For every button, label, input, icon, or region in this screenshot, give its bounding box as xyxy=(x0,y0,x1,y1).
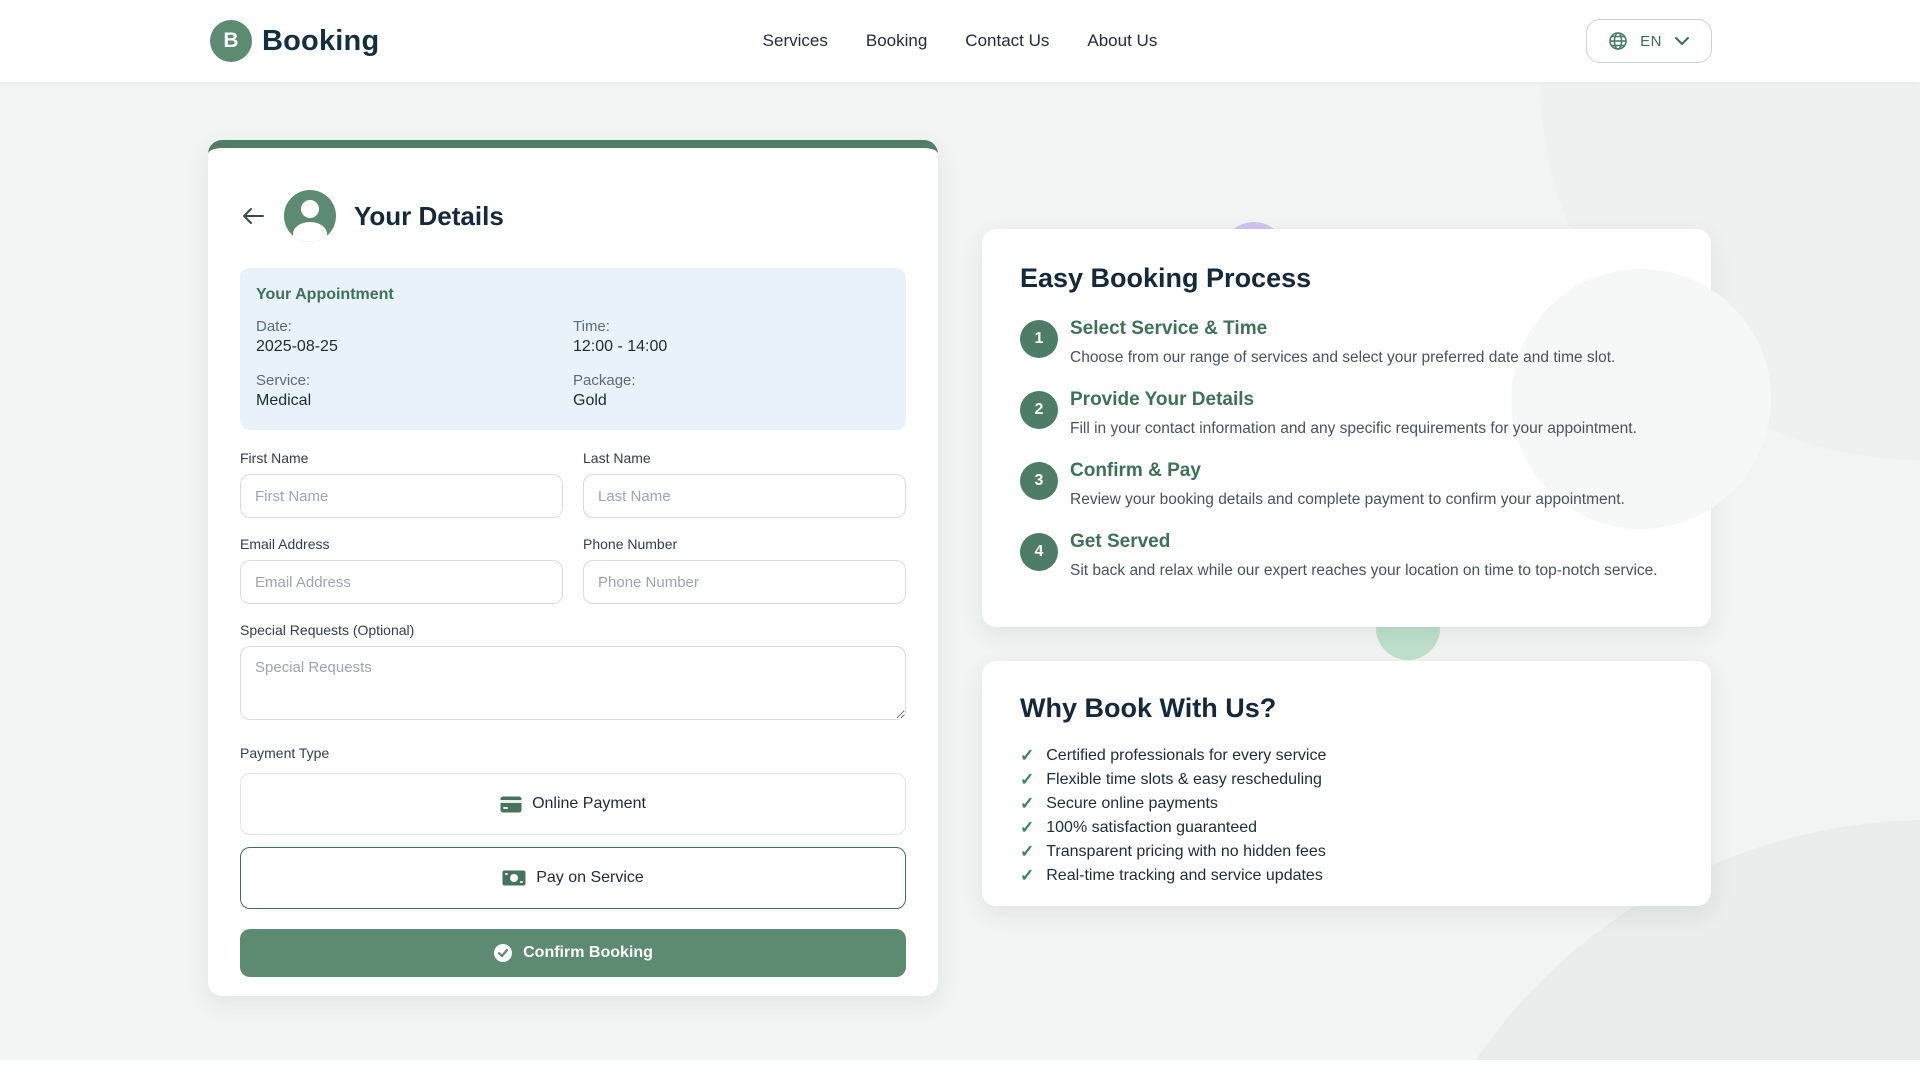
top-navbar: B Booking Services Booking Contact Us Ab… xyxy=(0,0,1920,82)
payment-type-label: Payment Type xyxy=(240,745,330,761)
process-title: Easy Booking Process xyxy=(1020,263,1312,293)
email-field[interactable] xyxy=(240,560,563,604)
step-number-badge: 1 xyxy=(1020,320,1058,358)
process-step-1: 1 Select Service & Time Choose from our … xyxy=(1020,318,1673,367)
nav-item-booking[interactable]: Booking xyxy=(865,31,928,50)
step-number-badge: 3 xyxy=(1020,462,1058,500)
phone-group: Phone Number xyxy=(583,536,906,604)
process-step-4: 4 Get Served Sit back and relax while ou… xyxy=(1020,531,1673,580)
appointment-time: Time: 12:00 - 14:00 xyxy=(573,318,668,355)
email-group: Email Address xyxy=(240,536,563,604)
process-step-2: 2 Provide Your Details Fill in your cont… xyxy=(1020,389,1673,438)
booking-details-card: Your Details Your Appointment Date: 2025… xyxy=(208,140,938,996)
special-requests-field[interactable] xyxy=(240,646,906,720)
user-avatar-icon xyxy=(284,190,336,242)
last-name-field[interactable] xyxy=(583,474,906,518)
phone-field[interactable] xyxy=(583,560,906,604)
why-item: ✓ Certified professionals for every serv… xyxy=(1020,744,1673,768)
brand-logo[interactable]: B Booking xyxy=(210,20,379,62)
first-name-field[interactable] xyxy=(240,474,563,518)
language-selector[interactable]: EN xyxy=(1586,19,1712,63)
email-label: Email Address xyxy=(240,536,330,552)
banknote-icon xyxy=(502,870,526,886)
last-name-label: Last Name xyxy=(583,450,651,466)
nav-item-about-us[interactable]: About Us xyxy=(1087,31,1158,50)
appointment-summary: Your Appointment Date: 2025-08-25 Time: … xyxy=(240,268,906,430)
back-arrow-button[interactable] xyxy=(240,203,266,229)
booking-process-card: Easy Booking Process 1 Select Service & … xyxy=(982,229,1771,627)
appointment-date: Date: 2025-08-25 xyxy=(256,318,338,355)
why-item: ✓ 100% satisfaction guaranteed xyxy=(1020,816,1673,840)
process-step-3: 3 Confirm & Pay Review your booking deta… xyxy=(1020,460,1673,509)
form-title: Your Details xyxy=(354,200,504,231)
language-code: EN xyxy=(1640,32,1662,50)
nav-item-services[interactable]: Services xyxy=(762,31,828,50)
globe-icon xyxy=(1608,31,1628,51)
appointment-summary-title: Your Appointment xyxy=(256,286,394,303)
logo-text: Booking xyxy=(262,24,380,57)
checkmark-icon: ✓ xyxy=(1020,818,1035,837)
last-name-group: Last Name xyxy=(583,450,906,518)
checkmark-icon: ✓ xyxy=(1020,866,1035,885)
appointment-package: Package: Gold xyxy=(573,372,636,409)
why-item: ✓ Transparent pricing with no hidden fee… xyxy=(1020,840,1673,864)
why-book-card: Why Book With Us? ✓ Certified profession… xyxy=(982,661,1711,906)
online-payment-button[interactable]: Online Payment xyxy=(240,773,906,835)
checkmark-icon: ✓ xyxy=(1020,842,1035,861)
nav-item-contact-us[interactable]: Contact Us xyxy=(965,31,1050,50)
step-number-badge: 4 xyxy=(1020,533,1058,571)
special-requests-label: Special Requests (Optional) xyxy=(240,622,415,638)
first-name-label: First Name xyxy=(240,450,309,466)
why-item: ✓ Flexible time slots & easy reschedulin… xyxy=(1020,768,1673,792)
chevron-down-icon xyxy=(1674,36,1690,46)
form-header: Your Details xyxy=(240,190,906,242)
checkmark-icon: ✓ xyxy=(1020,794,1035,813)
footer-strip xyxy=(0,1060,1920,1080)
why-item: ✓ Secure online payments xyxy=(1020,792,1673,816)
credit-card-icon xyxy=(500,796,522,813)
checkmark-icon: ✓ xyxy=(1020,746,1035,765)
pay-on-service-button[interactable]: Pay on Service xyxy=(240,847,906,909)
special-requests-group: Special Requests (Optional) xyxy=(240,622,906,725)
why-title: Why Book With Us? xyxy=(1020,693,1277,723)
confirm-booking-button[interactable]: Confirm Booking xyxy=(240,929,906,977)
main-nav: Services Booking Contact Us About Us xyxy=(763,0,1158,82)
phone-label: Phone Number xyxy=(583,536,678,552)
logo-badge-icon: B xyxy=(210,20,252,62)
checkmark-icon: ✓ xyxy=(1020,770,1035,789)
step-number-badge: 2 xyxy=(1020,391,1058,429)
check-circle-icon xyxy=(493,943,513,963)
appointment-service: Service: Medical xyxy=(256,372,312,409)
first-name-group: First Name xyxy=(240,450,563,518)
why-item: ✓ Real-time tracking and service updates xyxy=(1020,864,1673,888)
